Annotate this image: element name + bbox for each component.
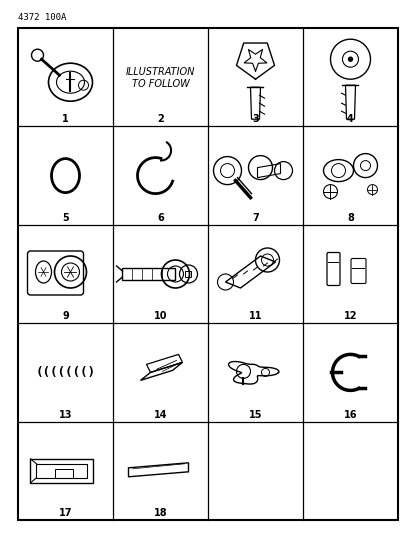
Text: (((((((): ((((((()	[36, 366, 95, 379]
Text: 12: 12	[343, 311, 356, 321]
Text: 4372 100A: 4372 100A	[18, 13, 66, 22]
Circle shape	[348, 57, 352, 61]
Text: 2: 2	[157, 115, 164, 124]
Text: 14: 14	[153, 409, 167, 419]
Text: 10: 10	[153, 311, 167, 321]
Text: 16: 16	[343, 409, 356, 419]
Text: 7: 7	[252, 213, 258, 223]
Text: TO FOLLOW: TO FOLLOW	[131, 79, 189, 89]
Text: 11: 11	[248, 311, 262, 321]
Text: 18: 18	[153, 508, 167, 518]
Text: 4: 4	[346, 115, 353, 124]
Text: 8: 8	[346, 213, 353, 223]
Text: 6: 6	[157, 213, 164, 223]
Text: 3: 3	[252, 115, 258, 124]
Text: 15: 15	[248, 409, 262, 419]
Text: ILLUSTRATION: ILLUSTRATION	[126, 67, 195, 77]
Text: 17: 17	[58, 508, 72, 518]
Text: 9: 9	[62, 311, 69, 321]
Text: 13: 13	[58, 409, 72, 419]
Text: 1: 1	[62, 115, 69, 124]
Text: 5: 5	[62, 213, 69, 223]
